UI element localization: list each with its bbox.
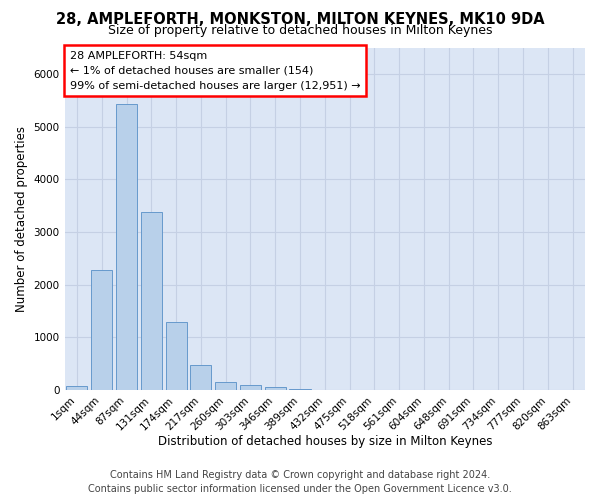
Text: 28 AMPLEFORTH: 54sqm
← 1% of detached houses are smaller (154)
99% of semi-detac: 28 AMPLEFORTH: 54sqm ← 1% of detached ho…: [70, 51, 361, 90]
Bar: [91, 270, 112, 390]
Bar: [215, 382, 236, 390]
Bar: [166, 322, 187, 390]
Bar: [240, 386, 261, 390]
Bar: [265, 387, 286, 390]
Bar: [116, 104, 137, 390]
X-axis label: Distribution of detached houses by size in Milton Keynes: Distribution of detached houses by size …: [158, 434, 492, 448]
Text: Size of property relative to detached houses in Milton Keynes: Size of property relative to detached ho…: [108, 24, 492, 37]
Bar: [141, 212, 162, 390]
Bar: [67, 386, 88, 390]
Text: Contains HM Land Registry data © Crown copyright and database right 2024.
Contai: Contains HM Land Registry data © Crown c…: [88, 470, 512, 494]
Y-axis label: Number of detached properties: Number of detached properties: [15, 126, 28, 312]
Text: 28, AMPLEFORTH, MONKSTON, MILTON KEYNES, MK10 9DA: 28, AMPLEFORTH, MONKSTON, MILTON KEYNES,…: [56, 12, 544, 26]
Bar: [289, 388, 311, 390]
Bar: [190, 364, 211, 390]
